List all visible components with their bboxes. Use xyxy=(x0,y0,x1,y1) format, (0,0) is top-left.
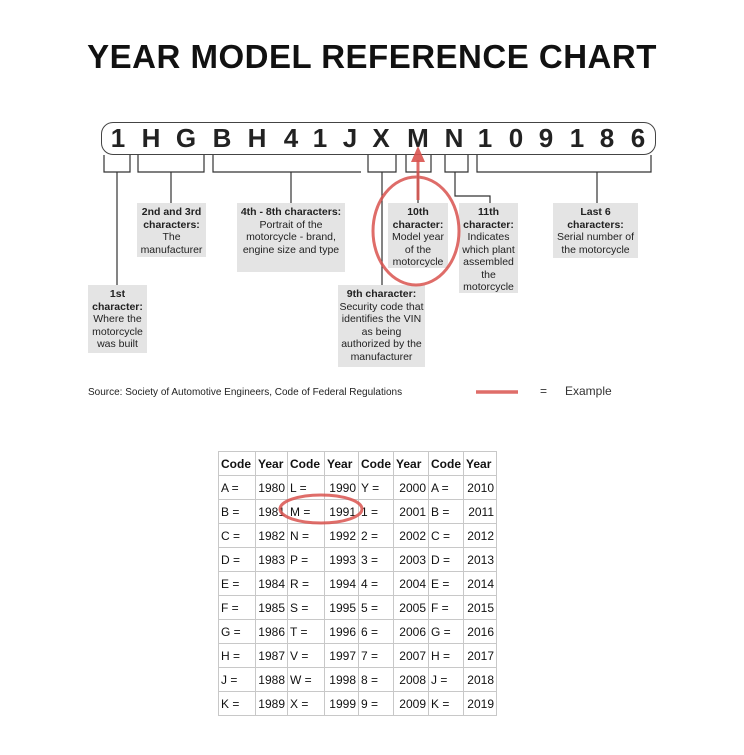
bracket-last6 xyxy=(476,155,652,203)
table-row: G = 1986 T = 1996 6 = 2006 G = 2016 xyxy=(218,619,497,644)
year-cell: 1986 xyxy=(255,619,288,644)
year-cell: 1997 xyxy=(324,643,359,668)
vin-character: 1 xyxy=(569,123,585,153)
code-cell: G = xyxy=(428,619,464,644)
table-row: D = 1983 P = 1993 3 = 2003 D = 2013 xyxy=(218,547,497,572)
year-cell: 2012 xyxy=(463,523,497,548)
year-cell: 2013 xyxy=(463,547,497,572)
code-cell: N = xyxy=(287,523,325,548)
legend-equals: = xyxy=(540,384,548,398)
vin-character: G xyxy=(175,123,197,153)
vin-character: X xyxy=(372,123,390,153)
code-cell: P = xyxy=(287,547,325,572)
bracket-4th-8th xyxy=(212,155,361,203)
code-cell: 9 = xyxy=(358,691,394,716)
year-cell: 2005 xyxy=(393,595,429,620)
label-4th-8th-characters: 4th - 8th characters: Portrait of the mot… xyxy=(237,203,345,272)
highlight-circle-m-1991 xyxy=(278,493,364,525)
vin-character: M xyxy=(407,123,429,153)
year-cell: 1982 xyxy=(255,523,288,548)
year-cell: 2019 xyxy=(463,691,497,716)
code-cell: X = xyxy=(287,691,325,716)
code-cell: T = xyxy=(287,619,325,644)
vin-character: 8 xyxy=(599,123,615,153)
year-cell: 1998 xyxy=(324,667,359,692)
vin-box xyxy=(101,122,656,155)
highlight-arrow-head xyxy=(411,146,425,162)
highlight-circle-10th xyxy=(371,175,461,287)
code-cell: 2 = xyxy=(358,523,394,548)
code-cell: H = xyxy=(218,643,256,668)
label-10th-character: 10th character: Model year of the motorcy… xyxy=(388,203,448,268)
vin-character: 9 xyxy=(538,123,554,153)
vin-character: 1 xyxy=(110,123,126,153)
vin-character: 6 xyxy=(630,123,646,153)
code-cell: D = xyxy=(218,547,256,572)
vin-character: H xyxy=(247,123,267,153)
year-cell: 2001 xyxy=(393,499,429,524)
vin-character: B xyxy=(212,123,232,153)
code-cell: C = xyxy=(428,523,464,548)
year-cell: 1989 xyxy=(255,691,288,716)
page-title: YEAR MODEL REFERENCE CHART xyxy=(87,38,657,75)
column-header: Year xyxy=(393,451,429,476)
vin-character: 4 xyxy=(283,123,299,153)
label-last-6-characters: Last 6 characters: Serial number of the m… xyxy=(553,203,638,258)
vin-character: 0 xyxy=(508,123,524,153)
year-cell: 2015 xyxy=(463,595,497,620)
code-cell: 6 = xyxy=(358,619,394,644)
table-row: H = 1987 V = 1997 7 = 2007 H = 2017 xyxy=(218,643,497,668)
table-row: K = 1989 X = 1999 9 = 2009 K = 2019 xyxy=(218,691,497,716)
table-row: E = 1984 R = 1994 4 = 2004 E = 2014 xyxy=(218,571,497,596)
year-cell: 2014 xyxy=(463,571,497,596)
year-cell: 1999 xyxy=(324,691,359,716)
code-cell: Y = xyxy=(358,475,394,500)
code-cell: 3 = xyxy=(358,547,394,572)
vin-character: N xyxy=(444,123,464,153)
bracket-11th xyxy=(444,155,491,203)
column-header: Year xyxy=(463,451,497,476)
label-9th-character: 9th character: Security code that identif… xyxy=(338,285,425,367)
vin-character: 1 xyxy=(477,123,493,153)
year-cell: 1984 xyxy=(255,571,288,596)
year-cell: 2016 xyxy=(463,619,497,644)
year-cell: 1981 xyxy=(255,499,288,524)
year-cell: 2018 xyxy=(463,667,497,692)
year-cell: 2007 xyxy=(393,643,429,668)
label-11th-character: 11th character: Indicates which plant ass… xyxy=(459,203,518,293)
year-cell: 1987 xyxy=(255,643,288,668)
vin-character: 1 xyxy=(312,123,328,153)
code-cell: K = xyxy=(428,691,464,716)
year-cell: 2008 xyxy=(393,667,429,692)
code-cell: D = xyxy=(428,547,464,572)
code-cell: A = xyxy=(218,475,256,500)
year-cell: 2009 xyxy=(393,691,429,716)
table-row: C = 1982 N = 1992 2 = 2002 C = 2012 xyxy=(218,523,497,548)
source-note: Source: Society of Automotive Engineers,… xyxy=(88,387,403,398)
vin-character: H xyxy=(141,123,161,153)
label-2nd-3rd-characters: 2nd and 3rd characters: The manufacturer xyxy=(137,203,206,257)
year-cell: 2000 xyxy=(393,475,429,500)
bracket-2nd-3rd xyxy=(137,155,205,203)
legend-example-label: Example xyxy=(565,384,612,398)
year-cell: 2010 xyxy=(463,475,497,500)
table-row: B = 1981 M = 1991 1 = 2001 B = 2011 xyxy=(218,499,497,524)
label-1st-character: 1st character: Where the motorcycle was b… xyxy=(88,285,147,353)
year-code-table: Code Year Code Year Code Year Code Year A = 1980… xyxy=(218,451,497,716)
code-cell: M = xyxy=(287,499,325,524)
code-cell: K = xyxy=(218,691,256,716)
table-header-row: Code Year Code Year Code Year Code Year xyxy=(218,451,497,476)
code-cell: 1 = xyxy=(358,499,394,524)
code-cell: B = xyxy=(218,499,256,524)
table-row: J = 1988 W = 1998 8 = 2008 J = 2018 xyxy=(218,667,497,692)
column-header: Year xyxy=(255,451,288,476)
vin-character: J xyxy=(342,123,358,153)
year-cell: 2002 xyxy=(393,523,429,548)
bracket-1st xyxy=(103,155,131,285)
